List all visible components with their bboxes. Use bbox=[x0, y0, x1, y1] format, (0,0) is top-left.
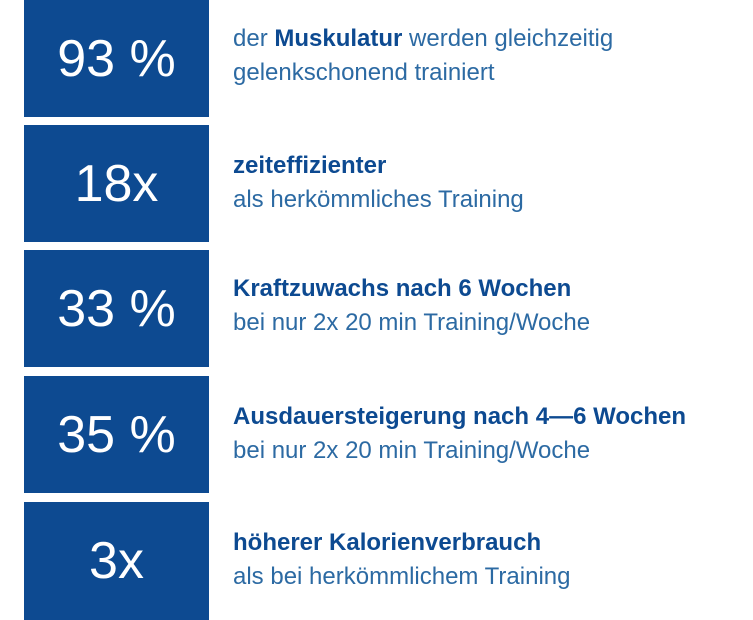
stat-line-1: der Muskulatur werden gleichzeitig bbox=[233, 22, 613, 56]
stat-line-1-highlight: Kraftzuwachs nach 6 Wochen bbox=[233, 275, 572, 302]
stat-value-box: 35 % bbox=[24, 376, 209, 493]
stat-value: 18x bbox=[74, 154, 159, 213]
stat-line-1-highlight: höherer Kalorienverbrauch bbox=[233, 529, 542, 556]
stat-line-2: gelenkschonend trainiert bbox=[233, 59, 495, 86]
stat-line-1-suffix: werden gleichzeitig bbox=[402, 25, 614, 52]
stat-line-2: bei nur 2x 20 min Training/Woche bbox=[233, 437, 591, 464]
stat-line-2: als bei herkömmlichem Training bbox=[233, 563, 571, 590]
stat-line-2: als herkömmliches Training bbox=[233, 186, 524, 213]
stat-description: höherer Kalorienverbrauch als bei herköm… bbox=[233, 526, 570, 594]
stat-description: Kraftzuwachs nach 6 Wochen bei nur 2x 20… bbox=[233, 272, 590, 340]
stat-value: 93 % bbox=[57, 29, 176, 88]
stat-value-box: 33 % bbox=[24, 250, 209, 367]
stat-value-box: 3x bbox=[24, 502, 209, 620]
stat-value: 3x bbox=[89, 532, 144, 590]
stat-line-1-highlight: Muskulatur bbox=[274, 25, 403, 52]
stat-description: zeiteffizienter als herkömmliches Traini… bbox=[233, 149, 524, 217]
stat-description: Ausdauersteigerung nach 4—6 Wochen bei n… bbox=[233, 400, 686, 468]
stat-value-box: 93 % bbox=[24, 0, 209, 117]
stat-value: 33 % bbox=[57, 279, 176, 338]
stat-value-box: 18x bbox=[24, 125, 209, 242]
stat-value: 35 % bbox=[57, 405, 176, 464]
stat-line-1-highlight: Ausdauersteigerung nach 4—6 Wochen bbox=[233, 403, 686, 430]
stat-line-1-prefix: der bbox=[233, 25, 275, 52]
stat-description: der Muskulatur werden gleichzeitig gelen… bbox=[233, 22, 613, 90]
stat-line-1-highlight: zeiteffizienter bbox=[233, 152, 387, 179]
stat-line-2: bei nur 2x 20 min Training/Woche bbox=[233, 309, 591, 336]
